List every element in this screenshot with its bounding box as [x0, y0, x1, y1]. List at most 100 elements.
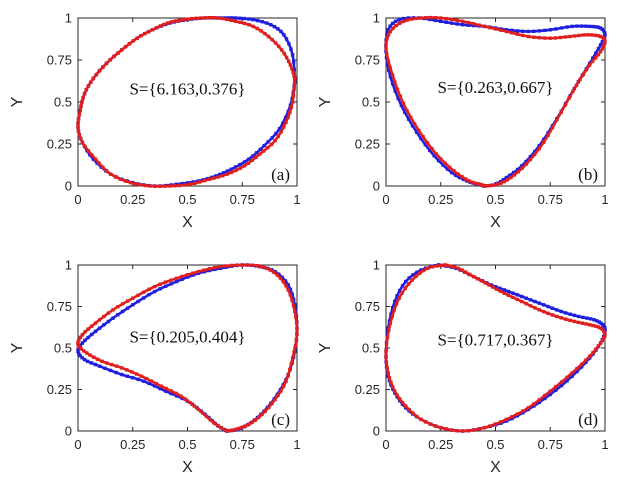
data-point-marker: [294, 338, 299, 343]
data-point-marker: [169, 389, 173, 393]
data-point-marker: [284, 55, 289, 60]
y-tick-label: 0.25: [47, 137, 72, 152]
data-point-marker: [168, 184, 172, 188]
data-point-marker: [149, 379, 154, 383]
data-point-marker: [407, 407, 411, 412]
data-point-marker: [289, 105, 294, 110]
data-point-marker: [532, 404, 536, 408]
data-point-marker: [521, 33, 525, 38]
data-point-marker: [568, 318, 572, 323]
data-point-marker: [384, 361, 389, 365]
panel-d: 0 0.25 0.5 0.75 1 0 0.25 0.5 0.75 1 X Y S={0.717,0.3…: [317, 258, 609, 477]
data-point-marker: [146, 29, 151, 34]
data-point-marker: [603, 333, 607, 337]
data-point-marker: [288, 110, 292, 115]
data-point-marker: [433, 15, 438, 20]
data-point-marker: [163, 389, 168, 393]
data-point-marker: [407, 276, 411, 280]
data-point-marker: [233, 165, 238, 169]
data-point-marker: [163, 280, 168, 284]
data-point-marker: [80, 333, 85, 337]
x-tick-label: 0.75: [538, 192, 563, 207]
data-point-marker: [108, 58, 112, 62]
data-point-marker: [512, 170, 516, 175]
data-point-marker: [600, 27, 605, 32]
data-point-marker: [288, 293, 292, 297]
data-point-marker: [131, 376, 135, 380]
data-point-marker: [104, 61, 109, 66]
data-point-marker: [395, 393, 399, 397]
data-point-marker: [97, 69, 102, 73]
data-point-marker: [515, 297, 520, 302]
data-point-marker: [504, 29, 509, 34]
data-point-marker: [255, 18, 260, 23]
data-point-marker: [596, 34, 600, 38]
data-point-marker: [591, 59, 595, 63]
data-point-marker: [594, 324, 598, 328]
data-point-marker: [215, 423, 220, 428]
data-point-marker: [77, 338, 81, 342]
data-point-marker: [258, 147, 263, 152]
data-point-marker: [460, 23, 465, 27]
data-point-marker: [439, 16, 443, 20]
data-point-marker: [589, 33, 593, 37]
data-point-marker: [395, 87, 400, 92]
data-point-marker: [559, 380, 564, 384]
data-point-marker: [86, 149, 90, 153]
data-point-marker: [260, 264, 264, 269]
data-point-marker: [596, 52, 601, 57]
data-point-marker: [520, 164, 524, 168]
data-point-marker: [288, 287, 293, 292]
data-point-marker: [593, 33, 597, 37]
data-point-marker: [477, 23, 481, 27]
data-point-marker: [93, 321, 98, 325]
data-point-marker: [493, 27, 498, 31]
data-point-marker: [238, 20, 242, 25]
data-point-marker: [90, 153, 94, 157]
y-tick-label: 1: [65, 258, 72, 273]
data-point-marker: [502, 179, 506, 184]
annotation-text: S={6.163,0.376}: [129, 80, 245, 99]
data-point-marker: [224, 264, 228, 268]
data-point-marker: [398, 94, 403, 99]
data-point-marker: [548, 389, 552, 393]
data-point-marker: [399, 103, 404, 108]
y-tick-label: 0.75: [47, 299, 72, 314]
data-point-marker: [390, 21, 395, 26]
data-point-marker: [598, 326, 603, 330]
data-point-marker: [454, 173, 458, 178]
data-point-marker: [499, 28, 503, 32]
data-point-marker: [581, 33, 586, 37]
data-point-marker: [269, 142, 274, 147]
data-point-marker: [594, 51, 598, 55]
data-point-marker: [270, 136, 274, 140]
x-tick-label: 0.5: [486, 192, 504, 207]
data-point-marker: [291, 60, 296, 64]
data-point-marker: [598, 43, 603, 47]
data-point-marker: [395, 294, 399, 298]
data-point-marker: [482, 425, 487, 430]
data-point-marker: [123, 179, 128, 183]
x-tick-label: 0: [74, 192, 81, 207]
data-point-marker: [572, 34, 577, 38]
data-point-marker: [187, 182, 192, 187]
x-tick-label: 0.25: [120, 192, 145, 207]
data-point-marker: [125, 374, 129, 378]
data-point-marker: [400, 291, 404, 295]
data-point-marker: [502, 288, 506, 292]
data-point-marker: [392, 308, 396, 312]
x-tick-label: 1: [293, 437, 300, 452]
data-point-marker: [546, 311, 550, 316]
y-tick-label: 0.75: [355, 299, 380, 314]
data-point-marker: [89, 80, 93, 84]
data-point-marker: [449, 264, 453, 268]
data-point-marker: [427, 17, 432, 22]
data-point-marker: [471, 274, 476, 279]
data-point-marker: [276, 27, 280, 31]
data-point-marker: [488, 183, 492, 188]
data-point-marker: [565, 379, 569, 383]
data-point-marker: [498, 289, 502, 293]
data-point-marker: [183, 397, 188, 401]
data-point-marker: [82, 357, 87, 362]
data-point-marker: [90, 324, 94, 328]
